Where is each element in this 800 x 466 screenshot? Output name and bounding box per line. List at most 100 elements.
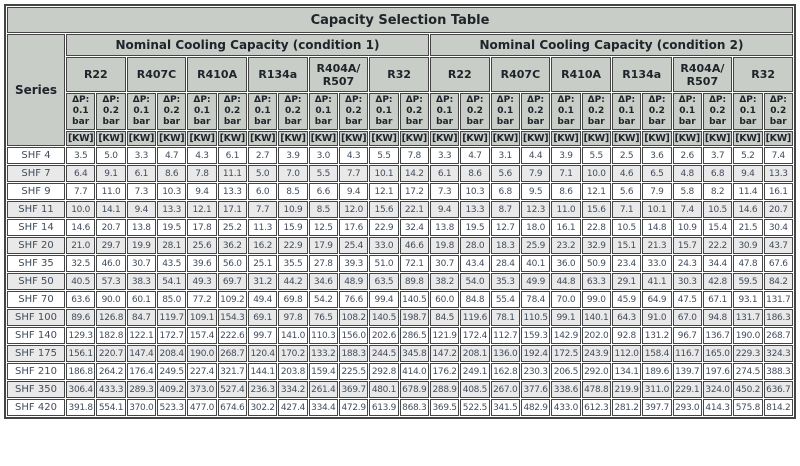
pressure-drop-header: ΔP: 0.1 bar xyxy=(611,93,642,130)
capacity-cell: 6.8 xyxy=(702,165,733,182)
capacity-cell: 84.5 xyxy=(429,309,460,326)
capacity-cell: 126.8 xyxy=(96,309,126,326)
table-row: SHF 70 63.6 90.0 60.1 85.0 77.2 109.2 49.4 69.8 5… xyxy=(7,291,793,308)
capacity-cell: 186.8 xyxy=(66,363,96,380)
capacity-cell: 3.3 xyxy=(126,147,156,164)
capacity-cell: 40.1 xyxy=(520,255,551,272)
capacity-cell: 6.1 xyxy=(217,147,247,164)
capacity-cell: 154.3 xyxy=(217,309,247,326)
refrigerant-header: R404A/ R507 xyxy=(672,57,733,92)
capacity-cell: 64.3 xyxy=(611,309,642,326)
capacity-cell: 54.1 xyxy=(156,273,187,290)
capacity-cell: 450.2 xyxy=(733,381,763,398)
capacity-cell: 198.7 xyxy=(399,309,429,326)
unit-header: [KW] xyxy=(338,131,369,146)
capacity-cell: 12.1 xyxy=(581,183,611,200)
capacity-cell: 522.5 xyxy=(460,399,490,416)
capacity-cell: 33.0 xyxy=(642,255,672,272)
capacity-cell: 25.9 xyxy=(520,237,551,254)
capacity-cell: 120.4 xyxy=(247,345,278,362)
capacity-cell: 10.9 xyxy=(278,201,308,218)
unit-header: [KW] xyxy=(399,131,429,146)
series-cell: SHF 70 xyxy=(7,291,65,308)
capacity-cell: 147.2 xyxy=(429,345,460,362)
capacity-cell: 109.2 xyxy=(217,291,247,308)
capacity-cell: 814.2 xyxy=(763,399,793,416)
capacity-cell: 70.0 xyxy=(551,291,581,308)
pressure-drop-header: ΔP: 0.2 bar xyxy=(96,93,126,130)
capacity-cell: 10.3 xyxy=(156,183,187,200)
capacity-cell: 9.4 xyxy=(187,183,217,200)
capacity-cell: 25.6 xyxy=(187,237,217,254)
condition-group-header: Nominal Cooling Capacity (condition 1) xyxy=(66,34,429,56)
capacity-cell: 306.4 xyxy=(66,381,96,398)
capacity-cell: 16.2 xyxy=(247,237,278,254)
capacity-cell: 51.0 xyxy=(369,255,399,272)
capacity-cell: 29.7 xyxy=(96,237,126,254)
capacity-cell: 25.2 xyxy=(217,219,247,236)
capacity-cell: 3.9 xyxy=(551,147,581,164)
capacity-cell: 54.2 xyxy=(308,291,338,308)
capacity-cell: 7.3 xyxy=(429,183,460,200)
capacity-cell: 868.3 xyxy=(399,399,429,416)
capacity-cell: 678.9 xyxy=(399,381,429,398)
capacity-cell: 7.1 xyxy=(551,165,581,182)
capacity-cell: 236.3 xyxy=(247,381,278,398)
capacity-cell: 208.4 xyxy=(156,345,187,362)
capacity-cell: 15.6 xyxy=(369,201,399,218)
capacity-cell: 34.6 xyxy=(308,273,338,290)
capacity-cell: 189.6 xyxy=(642,363,672,380)
capacity-cell: 36.2 xyxy=(217,237,247,254)
capacity-cell: 477.0 xyxy=(187,399,217,416)
unit-header: [KW] xyxy=(96,131,126,146)
capacity-cell: 4.6 xyxy=(611,165,642,182)
capacity-cell: 219.9 xyxy=(611,381,642,398)
capacity-cell: 203.8 xyxy=(278,363,308,380)
capacity-cell: 7.8 xyxy=(187,165,217,182)
capacity-cell: 268.7 xyxy=(217,345,247,362)
pressure-drop-header: ΔP: 0.2 bar xyxy=(460,93,490,130)
capacity-cell: 12.1 xyxy=(187,201,217,218)
capacity-cell: 267.0 xyxy=(490,381,520,398)
capacity-cell: 408.5 xyxy=(460,381,490,398)
capacity-cell: 9.4 xyxy=(733,165,763,182)
capacity-cell: 225.5 xyxy=(338,363,369,380)
capacity-cell: 34.4 xyxy=(702,255,733,272)
capacity-cell: 249.5 xyxy=(156,363,187,380)
pressure-drop-header: ΔP: 0.1 bar xyxy=(369,93,399,130)
capacity-cell: 5.6 xyxy=(490,165,520,182)
capacity-cell: 67.6 xyxy=(763,255,793,272)
condition-row: Series Nominal Cooling Capacity (conditio… xyxy=(7,34,793,146)
capacity-cell: 369.5 xyxy=(429,399,460,416)
pressure-drop-header: ΔP: 0.2 bar xyxy=(642,93,672,130)
capacity-cell: 293.0 xyxy=(672,399,702,416)
refrigerant-header: R32 xyxy=(369,57,429,92)
pressure-drop-header: ΔP: 0.1 bar xyxy=(672,93,702,130)
capacity-cell: 31.2 xyxy=(247,273,278,290)
capacity-cell: 134.1 xyxy=(611,363,642,380)
capacity-cell: 554.1 xyxy=(96,399,126,416)
refrigerant-header: R134a xyxy=(247,57,308,92)
title-row: Capacity Selection Table xyxy=(7,7,793,33)
unit-header: [KW] xyxy=(520,131,551,146)
capacity-cell: 7.8 xyxy=(399,147,429,164)
capacity-cell: 119.6 xyxy=(460,309,490,326)
capacity-cell: 15.9 xyxy=(278,219,308,236)
capacity-cell: 7.4 xyxy=(763,147,793,164)
capacity-cell: 17.9 xyxy=(308,237,338,254)
pressure-drop-header: ΔP: 0.1 bar xyxy=(126,93,156,130)
capacity-cell: 30.4 xyxy=(763,219,793,236)
capacity-cell: 480.1 xyxy=(369,381,399,398)
capacity-cell: 136.7 xyxy=(702,327,733,344)
capacity-cell: 99.1 xyxy=(551,309,581,326)
capacity-cell: 377.6 xyxy=(520,381,551,398)
capacity-cell: 140.5 xyxy=(399,291,429,308)
unit-row: [KW] [KW] [KW] [KW] [KW] [KW] [KW] [KW] [KW] [KW]… xyxy=(7,131,793,146)
capacity-cell: 176.2 xyxy=(429,363,460,380)
capacity-cell: 274.5 xyxy=(733,363,763,380)
capacity-cell: 16.1 xyxy=(763,183,793,200)
unit-header: [KW] xyxy=(308,131,338,146)
capacity-cell: 21.0 xyxy=(66,237,96,254)
capacity-cell: 32.5 xyxy=(66,255,96,272)
capacity-cell: 7.9 xyxy=(520,165,551,182)
